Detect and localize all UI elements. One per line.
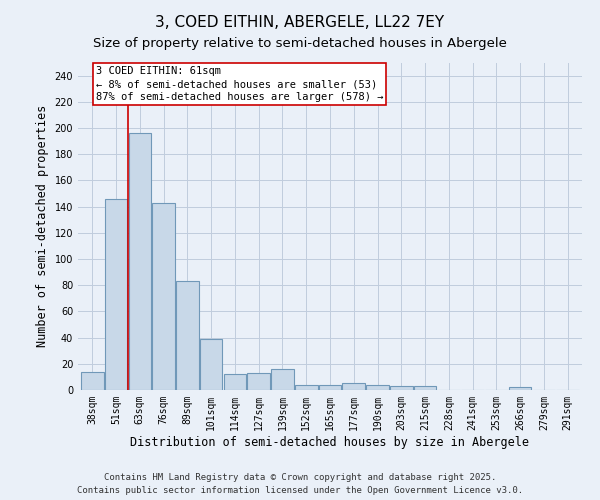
Bar: [271, 369, 294, 390]
Y-axis label: Number of semi-detached properties: Number of semi-detached properties: [36, 105, 49, 348]
Text: Contains HM Land Registry data © Crown copyright and database right 2025.
Contai: Contains HM Land Registry data © Crown c…: [77, 474, 523, 495]
X-axis label: Distribution of semi-detached houses by size in Abergele: Distribution of semi-detached houses by …: [131, 436, 530, 448]
Text: Size of property relative to semi-detached houses in Abergele: Size of property relative to semi-detach…: [93, 38, 507, 51]
Bar: [81, 372, 104, 390]
Bar: [224, 374, 246, 390]
Bar: [343, 384, 365, 390]
Bar: [509, 388, 532, 390]
Bar: [176, 282, 199, 390]
Bar: [200, 339, 223, 390]
Bar: [247, 373, 270, 390]
Bar: [319, 385, 341, 390]
Bar: [414, 386, 436, 390]
Bar: [295, 385, 317, 390]
Bar: [152, 202, 175, 390]
Bar: [128, 133, 151, 390]
Text: 3 COED EITHIN: 61sqm
← 8% of semi-detached houses are smaller (53)
87% of semi-d: 3 COED EITHIN: 61sqm ← 8% of semi-detach…: [96, 66, 383, 102]
Text: 3, COED EITHIN, ABERGELE, LL22 7EY: 3, COED EITHIN, ABERGELE, LL22 7EY: [155, 15, 445, 30]
Bar: [390, 386, 413, 390]
Bar: [105, 198, 127, 390]
Bar: [366, 385, 389, 390]
